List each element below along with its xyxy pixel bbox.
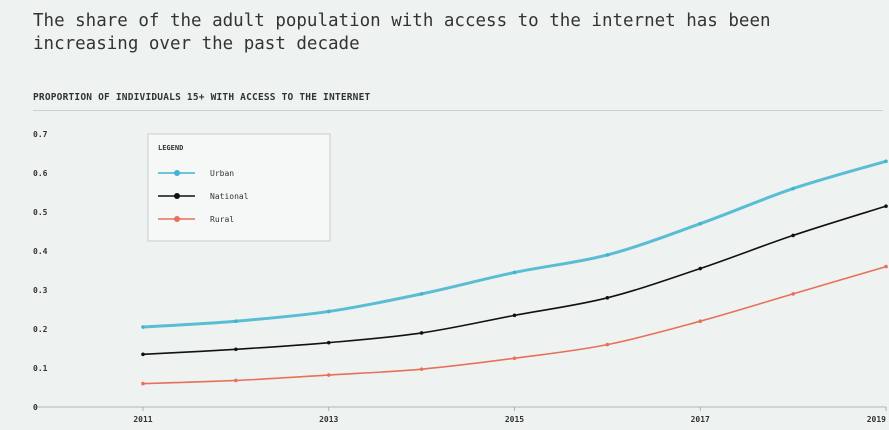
series-lines xyxy=(141,159,888,386)
data-point-national xyxy=(141,352,145,357)
data-point-national xyxy=(884,204,888,208)
legend-label: National xyxy=(210,192,249,201)
legend-swatch-marker xyxy=(174,193,180,199)
y-tick-label: 0.3 xyxy=(33,286,48,295)
data-point-rural xyxy=(791,292,795,296)
data-point-urban xyxy=(419,292,424,296)
data-point-rural xyxy=(419,367,424,371)
y-tick-label: 0.7 xyxy=(33,130,48,139)
data-point-national xyxy=(698,266,703,271)
legend-box xyxy=(147,133,331,242)
data-point-rural xyxy=(884,264,888,269)
series-line-rural xyxy=(142,265,887,385)
x-tick-label: 2011 xyxy=(133,415,152,424)
data-point-national xyxy=(326,340,331,345)
data-point-rural xyxy=(605,342,610,347)
legend-swatch-marker xyxy=(174,216,180,222)
legend-item-urban: Urban xyxy=(158,169,234,178)
data-point-urban xyxy=(698,221,703,226)
data-point-urban xyxy=(791,186,795,191)
series-rural xyxy=(141,264,888,386)
data-point-national xyxy=(512,313,517,318)
data-point-rural xyxy=(512,356,517,361)
data-point-urban xyxy=(605,253,610,257)
x-tick-label: 2019 xyxy=(867,415,886,424)
series-urban xyxy=(141,159,888,329)
chart-title: The share of the adult population with a… xyxy=(33,11,771,54)
chart-subtitle: PROPORTION OF INDIVIDUALS 15+ WITH ACCES… xyxy=(33,92,371,103)
y-tick-label: 0.4 xyxy=(33,247,48,256)
x-tick-label: 2017 xyxy=(691,415,710,424)
data-point-urban xyxy=(512,270,517,275)
series-national xyxy=(141,204,888,357)
y-tick-label: 0.2 xyxy=(33,325,48,334)
data-point-urban xyxy=(884,159,888,164)
legend-item-rural: Rural xyxy=(158,215,234,224)
data-point-urban xyxy=(234,319,238,324)
y-tick-label: 0 xyxy=(33,403,38,412)
legend-swatch-marker xyxy=(174,170,180,176)
data-point-rural xyxy=(141,381,145,386)
x-tick-label: 2013 xyxy=(319,415,338,424)
data-point-rural xyxy=(698,319,703,324)
data-point-national xyxy=(605,296,610,300)
data-point-rural xyxy=(234,378,238,383)
y-tick-label: 0.6 xyxy=(33,169,48,178)
legend-title: LEGEND xyxy=(158,144,183,152)
y-tick-label: 0.1 xyxy=(33,364,48,373)
data-point-national xyxy=(419,331,424,335)
x-tick-label: 2015 xyxy=(505,415,524,424)
y-tick-label: 0.5 xyxy=(33,208,48,217)
legend-label: Rural xyxy=(210,215,234,224)
data-point-urban xyxy=(141,325,145,329)
legend-label: Urban xyxy=(210,169,234,178)
data-point-national xyxy=(234,347,238,352)
legend-item-national: National xyxy=(158,192,249,201)
data-point-national xyxy=(791,233,795,238)
axes: 0 0.1 0.2 0.3 0.4 0.5 0.6 0.7 2011 2013 2015 2017 20… xyxy=(33,130,887,424)
data-point-rural xyxy=(326,373,331,377)
legend: LEGEND Urban National Rural xyxy=(147,133,331,242)
divider xyxy=(33,110,883,111)
data-point-urban xyxy=(326,309,331,314)
